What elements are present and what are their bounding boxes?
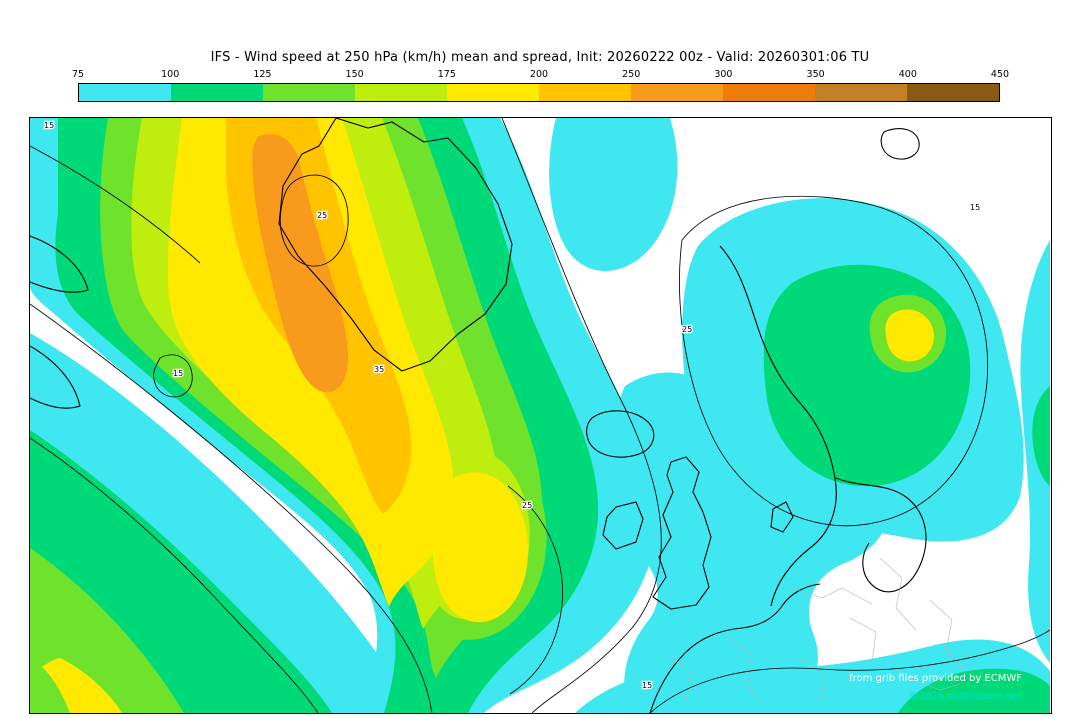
colorbar-segment [631, 84, 723, 101]
colorbar-segment [355, 84, 447, 101]
colorbar-segment [79, 84, 171, 101]
colorbar-tick: 450 [990, 69, 1010, 80]
admin-border [671, 657, 693, 701]
spread-contour [30, 303, 433, 713]
colorbar-tick: 75 [71, 69, 85, 80]
admin-border [729, 637, 763, 705]
credit-copyright: ©2026 sb@irizone.net [909, 691, 1022, 702]
iceland-coastline [586, 410, 655, 458]
contour-label: 15 [44, 121, 54, 130]
credits: from grib files provided by ECMWF ©2026 … [849, 673, 1022, 702]
colorbar-tick: 100 [161, 69, 180, 80]
colorbar-segment [171, 84, 263, 101]
colorbar-segment [723, 84, 815, 101]
canada-coastline [30, 235, 89, 293]
europe-coastline [649, 583, 821, 713]
contour-label: 15 [173, 369, 183, 378]
fill-band-100 [1032, 386, 1050, 486]
admin-border [799, 657, 827, 701]
colorbar-segment [447, 84, 539, 101]
baltic-coastline [835, 477, 927, 593]
spread-contour [30, 145, 201, 264]
fill-band-175 [432, 472, 528, 623]
colorbar-segment [539, 84, 631, 101]
weather-map: 15 25 35 15 25 25 15 15 from grib files provide… [30, 118, 1051, 713]
fill-band-175 [885, 309, 934, 362]
norway-coastline [719, 245, 837, 607]
contour-labels: 15 25 35 15 25 25 15 15 [43, 120, 982, 692]
colorbar-tick: 175 [437, 69, 456, 80]
contour-label: 25 [317, 211, 327, 220]
denmark-coastline [770, 501, 794, 533]
colorbar-tick: 300 [714, 69, 733, 80]
colorbar: 75 100 125 150 175 200 250 300 350 400 450 [72, 69, 1009, 102]
colorbar-tick: 200 [529, 69, 549, 80]
spread-contours [30, 118, 1051, 713]
spread-contour [501, 118, 662, 713]
contour-label: 35 [374, 365, 384, 374]
spread-contour [649, 629, 1051, 713]
admin-border [879, 557, 917, 631]
svalbard-coastline [880, 128, 920, 160]
britain-coastline [652, 456, 712, 610]
admin-border [909, 677, 961, 691]
contour-label: 15 [970, 203, 980, 212]
spread-contour [507, 485, 563, 695]
spread-contour [679, 195, 989, 527]
spread-contour [279, 174, 349, 267]
fill-band-100 [763, 264, 971, 487]
colorbar-segment [907, 84, 999, 101]
fill-band-250 [252, 134, 349, 393]
colorbar-tick: 400 [898, 69, 917, 80]
coastlines [30, 118, 927, 713]
map-title: IFS - Wind speed at 250 hPa (km/h) mean … [210, 50, 870, 65]
admin-border [849, 617, 877, 663]
contour-label: 15 [642, 681, 652, 690]
colorbar-tick: 250 [622, 69, 641, 80]
colorbar-tick: 350 [806, 69, 825, 80]
country-borders [671, 557, 965, 705]
map-frame: 15 25 35 15 25 25 15 15 from grib files provide… [29, 117, 1052, 714]
windspeed-fill-layers [30, 118, 1050, 713]
admin-border [929, 599, 965, 671]
greenland-coastline [278, 118, 513, 372]
fill-band-75 [549, 118, 678, 272]
fill-band-175 [42, 658, 122, 713]
ireland-coastline [602, 501, 644, 550]
colorbar-tick: 125 [253, 69, 272, 80]
spread-contour [153, 354, 193, 398]
admin-border [791, 587, 873, 605]
colorbar-ticks: 75 100 125 150 175 200 250 300 350 400 450 [72, 69, 1009, 82]
spread-contour [30, 437, 319, 713]
colorbar-segment [263, 84, 355, 101]
fill-band-100 [898, 668, 1050, 713]
contour-label: 25 [522, 501, 532, 510]
canada-coastline [30, 345, 81, 409]
credit-source: from grib files provided by ECMWF [849, 673, 1022, 684]
colorbar-gradient [78, 83, 1000, 102]
colorbar-tick: 150 [345, 69, 364, 80]
contour-label: 25 [682, 325, 692, 334]
colorbar-segment [815, 84, 907, 101]
